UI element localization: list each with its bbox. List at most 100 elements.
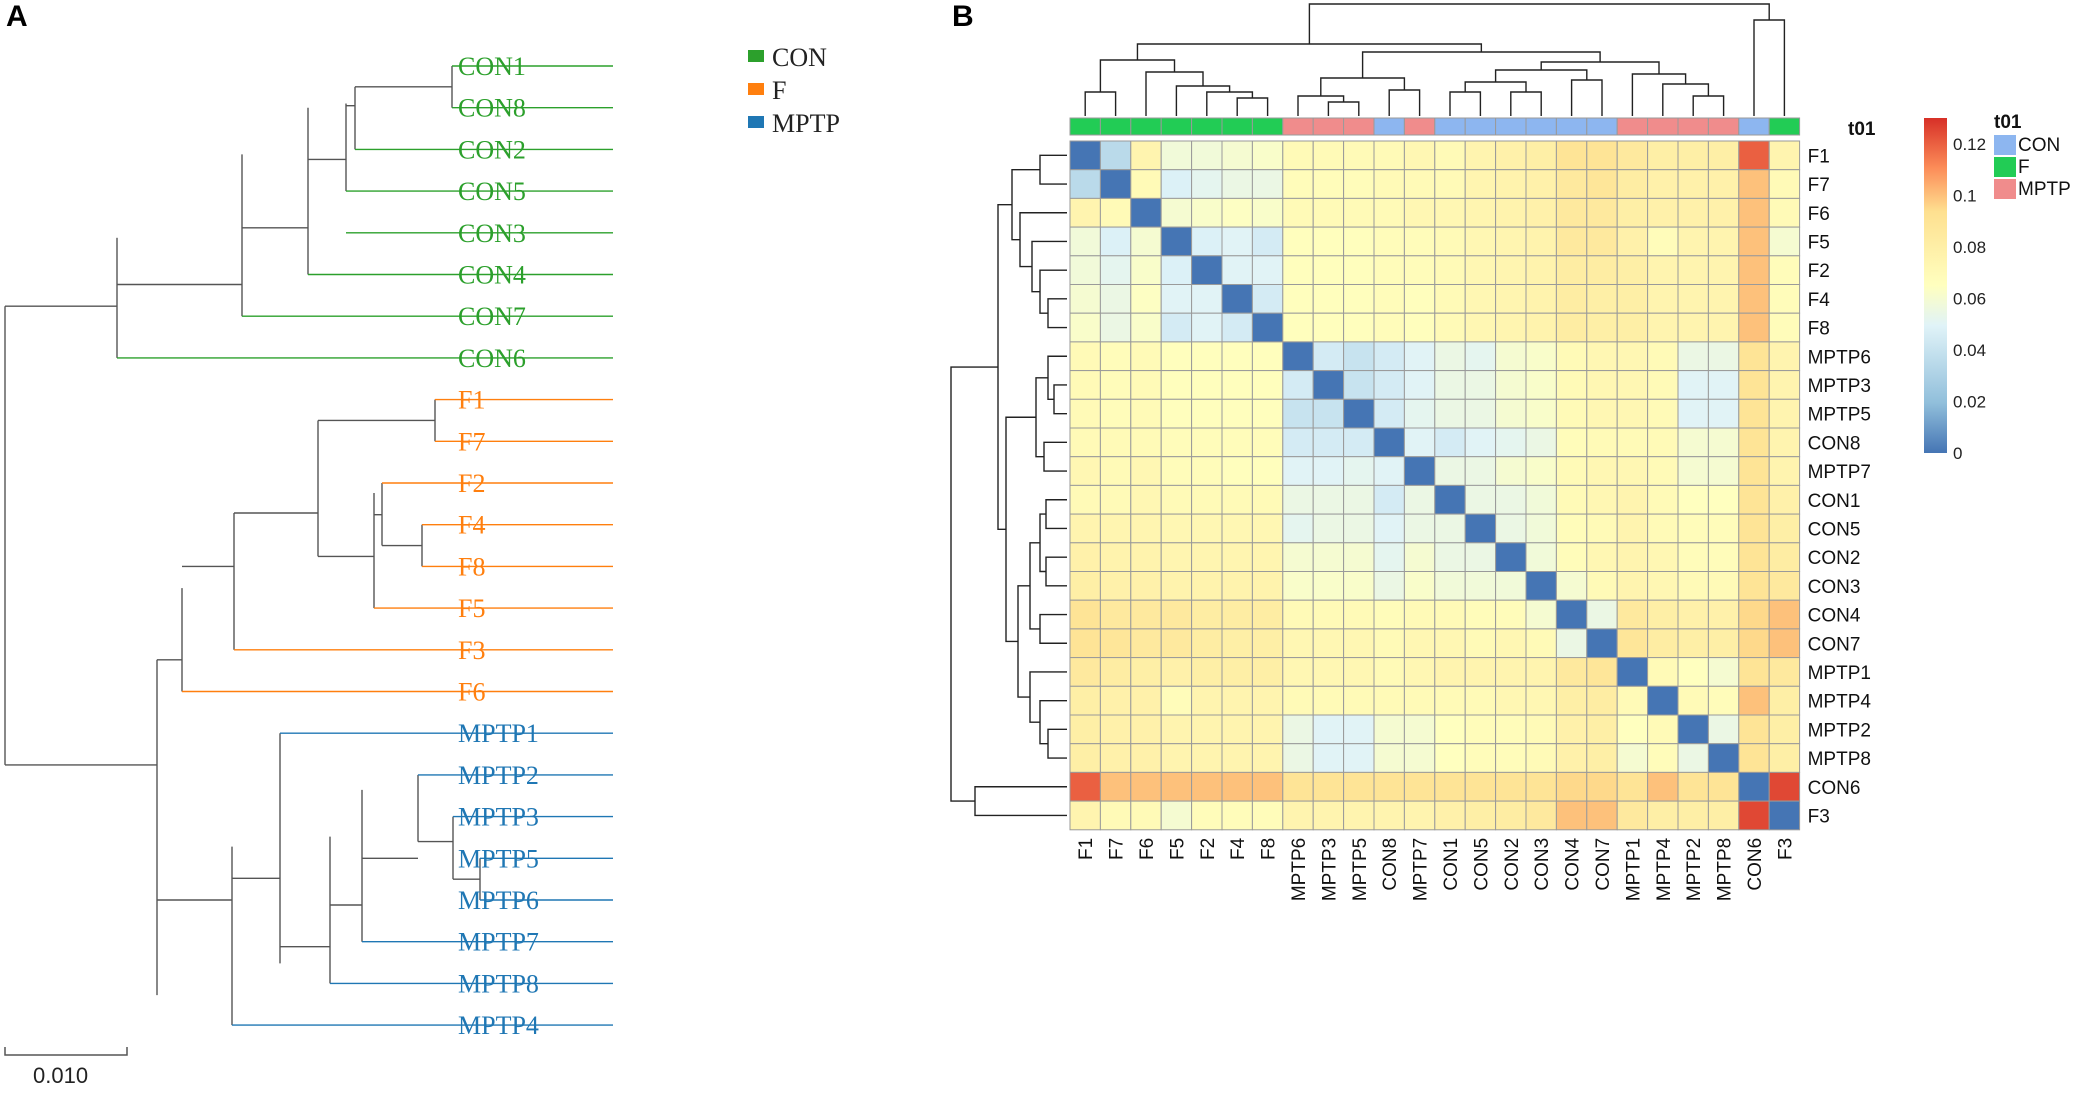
heatmap-cell	[1251, 800, 1284, 831]
heatmap-cell	[1434, 427, 1466, 458]
heatmap-cell	[1464, 226, 1497, 257]
tree-tip-label: MPTP6	[458, 886, 539, 915]
heatmap-cell	[1160, 197, 1193, 228]
tree-tip-label: MPTP2	[458, 761, 539, 790]
row-label: CON7	[1808, 634, 1861, 655]
heatmap-cell	[1677, 456, 1709, 486]
annotation-legend-swatch	[1994, 135, 2016, 155]
row-label: F1	[1808, 146, 1830, 167]
column-label: CON7	[1593, 838, 1614, 891]
heatmap-cell	[1677, 140, 1709, 171]
heatmap-cell	[1495, 714, 1527, 745]
heatmap-cell	[1312, 484, 1345, 515]
heatmap-cell	[1191, 800, 1223, 831]
annotation-bar-label: t01	[1848, 119, 1876, 140]
heatmap-cell	[1221, 370, 1253, 400]
heatmap-cell	[1495, 685, 1527, 716]
heatmap-cell	[1343, 542, 1375, 572]
heatmap-cell	[1738, 685, 1770, 716]
heatmap-cell	[1464, 140, 1497, 171]
colorbar	[1924, 118, 1947, 453]
column-label: F7	[1107, 838, 1128, 860]
heatmap-cell	[1403, 341, 1436, 372]
heatmap-cell	[1130, 800, 1162, 831]
heatmap-cell	[1738, 484, 1770, 515]
heatmap-cell	[1099, 312, 1132, 343]
heatmap-cell	[1677, 169, 1709, 199]
heatmap-cell	[1555, 370, 1588, 400]
heatmap-cell	[1738, 456, 1770, 486]
heatmap-cell	[1099, 341, 1132, 372]
dendrogram-link	[1297, 95, 1345, 116]
heatmap-cell	[1555, 657, 1588, 687]
dendrogram-link	[1045, 499, 1067, 530]
heatmap-cell	[1677, 513, 1709, 544]
dendrogram-link	[997, 203, 1012, 531]
heatmap-cell	[1343, 714, 1375, 745]
tree-tip-label: CON2	[458, 135, 526, 164]
heatmap-cell	[1343, 657, 1375, 687]
heatmap-cell	[1221, 542, 1253, 572]
tree-tip-label: MPTP5	[458, 844, 539, 873]
heatmap-cell	[1555, 255, 1588, 286]
heatmap-cell	[1647, 714, 1679, 745]
annotation-cell	[1707, 117, 1740, 136]
heatmap-cell	[1707, 169, 1740, 199]
row-dendrogram	[950, 154, 1067, 817]
heatmap-cell	[1738, 571, 1770, 601]
heatmap-cell	[1738, 628, 1770, 659]
heatmap-cell	[1768, 657, 1801, 687]
heatmap-cell	[1099, 169, 1132, 199]
heatmap-cell	[1403, 599, 1436, 630]
tree-tip-label: CON3	[458, 219, 526, 248]
heatmap-cell	[1160, 714, 1193, 745]
dendrogram-link	[1327, 101, 1360, 116]
heatmap-cell	[1373, 398, 1405, 429]
heatmap-cell	[1312, 685, 1345, 716]
heatmap-cell	[1525, 542, 1557, 572]
column-label: CON6	[1745, 838, 1766, 891]
heatmap-cell	[1525, 169, 1557, 199]
heatmap-cell	[1464, 743, 1497, 773]
dendrogram-link	[1011, 169, 1040, 241]
heatmap-cell	[1586, 197, 1618, 228]
heatmap-cell	[1525, 571, 1557, 601]
heatmap-cell	[1069, 398, 1101, 429]
heatmap-cell	[1586, 685, 1618, 716]
heatmap-cell	[1312, 657, 1345, 687]
heatmap-cell	[1525, 743, 1557, 773]
heatmap-cell	[1191, 284, 1223, 314]
heatmap-cell	[1130, 542, 1162, 572]
heatmap-cell	[1343, 685, 1375, 716]
heatmap-cell	[1312, 284, 1345, 314]
heatmap-cell	[1191, 398, 1223, 429]
heatmap-cell	[1464, 284, 1497, 314]
annotation-cell	[1495, 117, 1527, 136]
heatmap-cell	[1403, 197, 1436, 228]
tree-tip-label: F6	[458, 678, 485, 707]
colorbar-tick-label: 0	[1953, 444, 1962, 463]
heatmap-cell	[1160, 628, 1193, 659]
heatmap-cell	[1343, 484, 1375, 515]
heatmap-cell	[1738, 255, 1770, 286]
heatmap-cell	[1586, 312, 1618, 343]
heatmap-cell	[1586, 599, 1618, 630]
heatmap-cell	[1616, 284, 1649, 314]
annotation-cell	[1373, 117, 1405, 136]
colorbar-tick-label: 0.02	[1953, 392, 1986, 411]
dendrogram-link	[1510, 91, 1542, 116]
heatmap-cell	[1130, 398, 1162, 429]
heatmap-cell	[1403, 571, 1436, 601]
colorbar-tick-label: 0.12	[1953, 135, 1986, 154]
heatmap-cell	[1738, 599, 1770, 630]
heatmap-cell	[1343, 312, 1375, 343]
heatmap-cell	[1495, 226, 1527, 257]
heatmap-cell	[1495, 140, 1527, 171]
tree-tip-label: F8	[458, 552, 485, 581]
heatmap-cell	[1221, 743, 1253, 773]
heatmap-cell	[1312, 255, 1345, 286]
dendrogram-link	[1043, 441, 1067, 472]
heatmap-cell	[1312, 226, 1345, 257]
heatmap-cell	[1251, 513, 1284, 544]
heatmap-cell	[1282, 312, 1314, 343]
